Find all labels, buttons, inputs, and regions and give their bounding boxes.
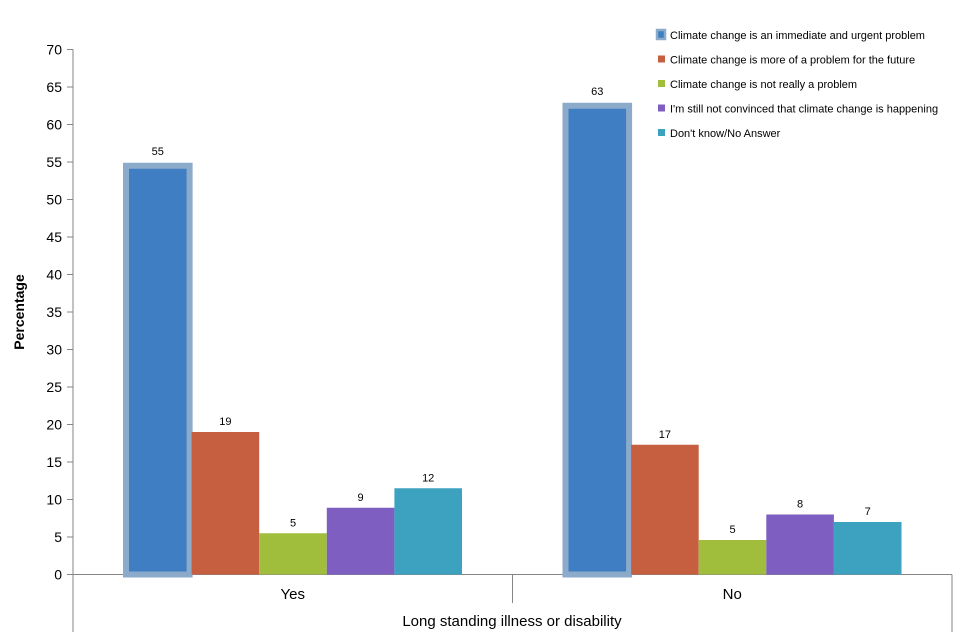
bar-value-label: 7: [865, 506, 871, 518]
legend-swatch: [658, 55, 665, 63]
y-tick-label: 30: [46, 342, 62, 358]
bar: [631, 444, 699, 575]
y-tick-label: 65: [46, 79, 62, 95]
bar: [766, 514, 834, 575]
bar-value-label: 5: [729, 524, 735, 536]
y-tick-label: 70: [46, 42, 62, 58]
y-tick-label: 10: [46, 492, 62, 508]
bar-value-label: 19: [219, 416, 231, 428]
x-axis-title: Long standing illness or disability: [402, 613, 622, 630]
y-tick-label: 20: [46, 417, 62, 433]
bar: [259, 533, 327, 575]
y-tick-label: 60: [46, 117, 62, 133]
bar-value-label: 9: [358, 492, 364, 504]
bar: [698, 540, 767, 575]
legend-swatch: [655, 28, 667, 41]
bar: [833, 522, 902, 575]
bar-value-label: 5: [290, 517, 296, 529]
y-tick-label: 0: [54, 567, 62, 583]
legend-label: Don't know/No Answer: [670, 128, 781, 140]
bar: [191, 432, 260, 575]
y-axis-title: Percentage: [11, 274, 27, 350]
y-tick-label: 25: [46, 379, 62, 395]
legend-label: Climate change is an immediate and urgen…: [670, 30, 925, 42]
y-tick-label: 45: [46, 229, 62, 245]
y-tick-label: 5: [54, 529, 62, 545]
legend-swatch: [658, 104, 665, 112]
bar: [326, 507, 395, 575]
x-tick-label: Yes: [281, 586, 305, 603]
bar-value-label: 8: [797, 499, 803, 511]
bar-value-label: 63: [591, 86, 603, 98]
bar: [123, 162, 193, 578]
legend-swatch: [658, 80, 665, 87]
bar-value-label: 55: [152, 146, 164, 158]
legend-label: I'm still not convinced that climate cha…: [670, 104, 938, 116]
y-tick-label: 15: [46, 454, 62, 470]
y-tick-label: 50: [46, 192, 62, 208]
y-tick-label: 55: [46, 154, 62, 170]
bar: [562, 102, 633, 578]
y-tick-label: 35: [46, 304, 62, 320]
bar: [394, 488, 462, 575]
y-tick-label: 40: [46, 267, 62, 283]
bars: [123, 102, 902, 578]
x-tick-label: No: [723, 586, 742, 603]
bar-value-label: 17: [659, 429, 671, 441]
legend-label: Climate change is not really a problem: [670, 79, 857, 91]
legend: Climate change is an immediate and urgen…: [655, 28, 938, 140]
legend-swatch: [658, 129, 665, 136]
legend-label: Climate change is more of a problem for …: [670, 55, 915, 67]
bar-value-label: 12: [422, 472, 434, 484]
